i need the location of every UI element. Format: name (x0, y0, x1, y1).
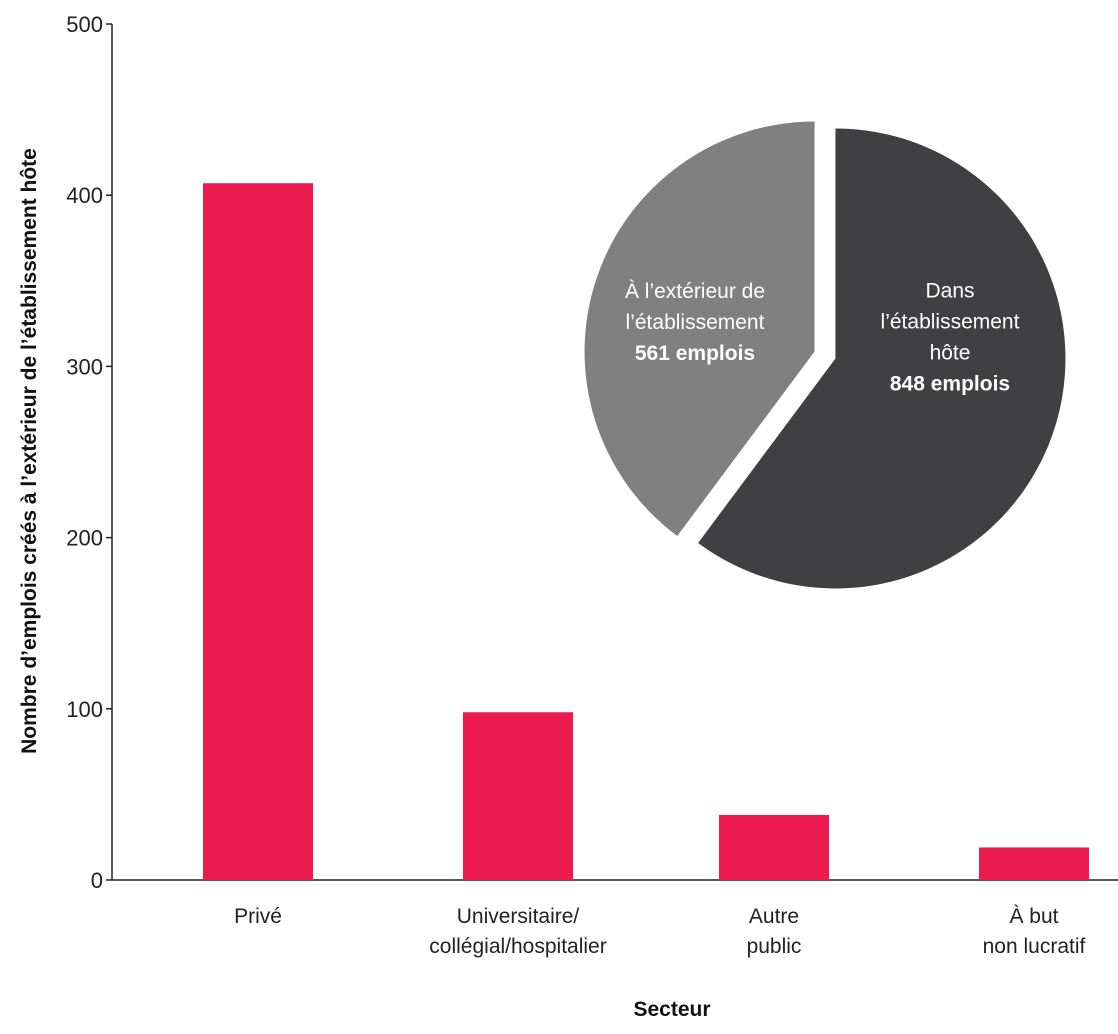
x-category-label: Universitaire/ (457, 905, 580, 928)
bar-3 (719, 814, 829, 880)
y-axis-title: Nombre d’emplois créés à l’extérieur de … (18, 148, 41, 754)
x-category-label: À but (1009, 905, 1058, 928)
pie-slice-label: À l’extérieur de (625, 280, 765, 303)
pie-slice-label: l’établissement (881, 311, 1020, 334)
bar-1 (203, 183, 313, 880)
bar-chart: 0 100 200 300 400 500 Privé Universitaire/collé… (18, 12, 1118, 1021)
x-category-label: Privé (234, 905, 282, 928)
x-category-label: non lucratif (983, 935, 1086, 958)
x-axis-title: Secteur (633, 998, 710, 1021)
y-tick-label: 100 (66, 697, 103, 722)
x-category-label: collégial/hospitalier (429, 935, 606, 958)
pie-slice-value-label: 848 emplois (890, 373, 1010, 396)
y-tick-label: 400 (66, 183, 103, 208)
y-tick-label: 0 (91, 868, 103, 893)
bar-2 (463, 712, 573, 880)
y-tick-label: 200 (66, 526, 103, 551)
bar-4 (979, 847, 1089, 880)
pie-slice-label: l’établissement (626, 311, 765, 334)
y-tick-label: 300 (66, 354, 103, 379)
pie-slice-1 (698, 128, 1066, 589)
pie-chart: Dans l’établissement hôte 848 emplois À l’ex… (584, 121, 1066, 589)
pie-slice-value-label: 561 emplois (635, 342, 755, 365)
pie-slice-label: Dans (925, 280, 974, 303)
pie-slice-2 (584, 121, 815, 537)
x-category-label: public (747, 935, 802, 958)
pie-slice-label: hôte (930, 342, 971, 365)
x-category-label: Autre (749, 905, 799, 928)
y-tick-label: 500 (66, 12, 103, 37)
